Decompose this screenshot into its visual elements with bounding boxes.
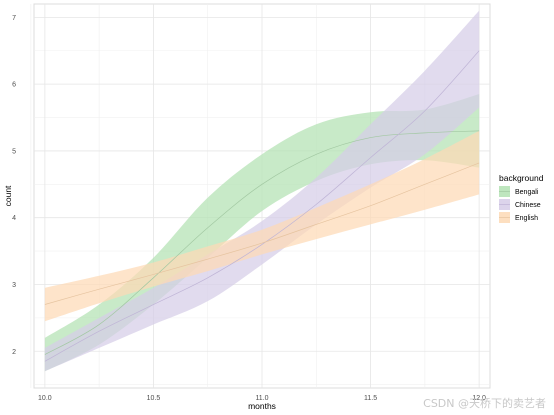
band-chinese — [44, 10, 480, 372]
legend-label-english: English — [515, 215, 538, 222]
x-tick-label: 11.5 — [364, 395, 377, 402]
legend-label-chinese: Chinese — [515, 202, 541, 209]
y-tick-label: 5 — [12, 148, 16, 155]
y-axis-title: count — [3, 185, 13, 206]
y-tick-label: 3 — [12, 282, 16, 289]
band-english — [44, 130, 480, 322]
y-tick-label: 6 — [12, 82, 16, 89]
y-tick-label: 7 — [12, 15, 16, 22]
confidence-bands — [44, 10, 480, 372]
x-tick-label: 11.0 — [255, 395, 268, 402]
x-tick-label: 10.0 — [38, 395, 52, 402]
legend: background Bengali Chinese English — [499, 173, 544, 223]
legend-title: background — [499, 173, 544, 183]
y-tick-label: 2 — [12, 349, 16, 356]
fit-lines — [44, 50, 480, 362]
y-tick-label: 4 — [12, 215, 16, 222]
line-bengali — [44, 130, 480, 355]
y-axis-ticks: 2 3 4 5 6 7 — [12, 15, 16, 356]
legend-label-bengali: Bengali — [515, 189, 539, 196]
x-tick-label: 12.0 — [472, 395, 486, 402]
line-chinese — [44, 50, 480, 362]
line-english — [44, 162, 480, 305]
x-axis-ticks: 10.0 10.5 11.0 11.5 12.0 — [38, 395, 486, 402]
x-tick-label: 10.5 — [147, 395, 161, 402]
x-axis-title: months — [248, 401, 276, 411]
watermark: CSDN @天桥下的卖艺者 — [423, 397, 546, 410]
